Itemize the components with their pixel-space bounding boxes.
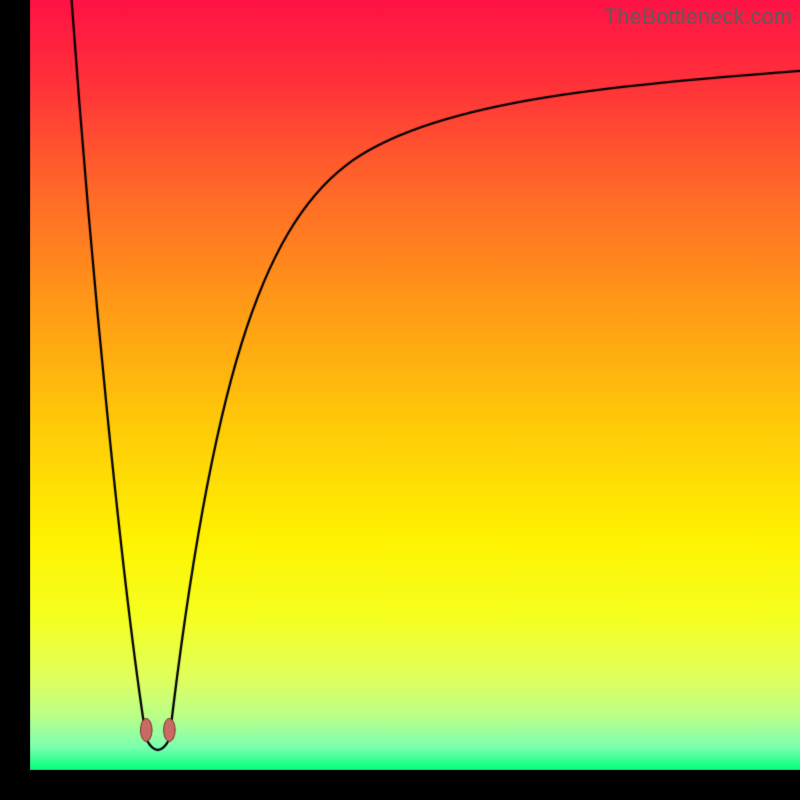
watermark-text: TheBottleneck.com [604, 4, 792, 30]
bottleneck-curve-canvas [0, 0, 800, 800]
chart-container: TheBottleneck.com [0, 0, 800, 800]
